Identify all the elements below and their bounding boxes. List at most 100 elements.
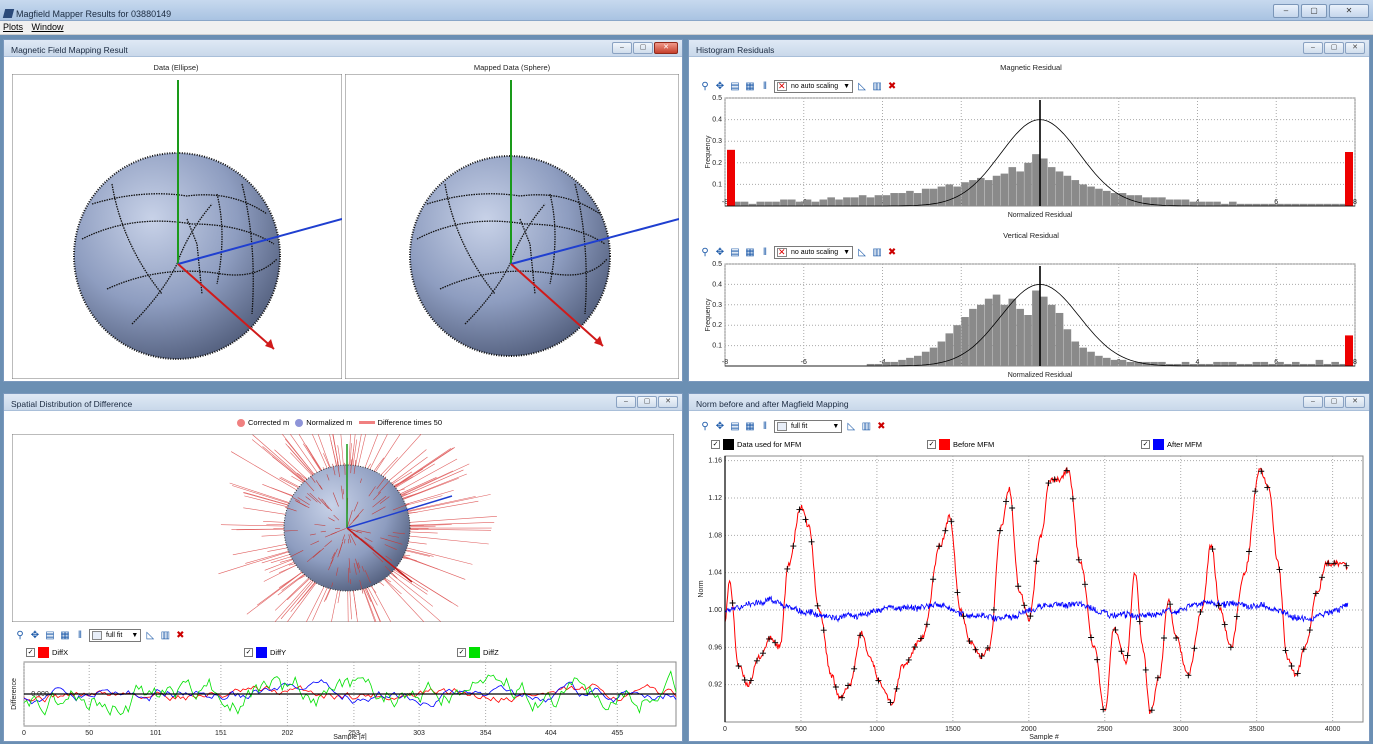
legend-icon[interactable]: ▦ <box>745 80 755 92</box>
difference-chart[interactable]: 0 50 101 151 202 253 303 354 404 455 0.000 Differen… <box>10 660 678 740</box>
data-checkbox[interactable]: ✓ <box>711 440 720 449</box>
hist-bar <box>1197 201 1206 206</box>
columns-icon[interactable]: ‖ <box>762 246 768 258</box>
clear-icon[interactable]: ✖ <box>887 80 897 92</box>
scaling-combo[interactable]: no auto scaling▼ <box>774 245 854 259</box>
zoom-icon[interactable]: ⚲ <box>16 629 24 641</box>
window-minimize-button[interactable]: – <box>1273 4 1299 18</box>
pan-icon[interactable]: ✥ <box>715 420 725 432</box>
spatial-3d-view[interactable] <box>12 434 674 622</box>
close-button[interactable]: ✕ <box>654 42 678 54</box>
ruler-icon[interactable]: ◺ <box>858 80 866 92</box>
columns-icon[interactable]: ‖ <box>762 80 768 92</box>
grid-icon[interactable]: ▤ <box>45 629 55 641</box>
diff-arrow <box>403 521 495 526</box>
minimize-button[interactable]: – <box>612 42 632 54</box>
diffy-checkbox[interactable]: ✓ <box>244 648 253 657</box>
pan-icon[interactable]: ✥ <box>30 629 40 641</box>
hist-bar <box>795 201 804 206</box>
legend-icon[interactable]: ▦ <box>60 629 70 641</box>
sphere-view[interactable] <box>345 74 679 379</box>
grid-icon[interactable]: ▤ <box>730 420 740 432</box>
series-legend-diffz[interactable]: ✓ DiffZ <box>457 647 499 658</box>
pan-icon[interactable]: ✥ <box>715 246 725 258</box>
series-legend-after[interactable]: ✓ After MFM <box>1141 439 1202 450</box>
hist-bar <box>1110 359 1119 366</box>
series-legend-diffy[interactable]: ✓ DiffY <box>244 647 287 658</box>
clear-icon[interactable]: ✖ <box>176 629 185 641</box>
close-button[interactable]: ✕ <box>1345 42 1365 54</box>
z-axis-line <box>346 527 413 583</box>
zoom-icon[interactable]: ⚲ <box>701 80 709 92</box>
clear-icon[interactable]: ✖ <box>887 246 897 258</box>
diff-arrow <box>346 510 353 528</box>
maximize-button[interactable]: ▢ <box>633 42 653 54</box>
window-maximize-button[interactable]: ▢ <box>1301 4 1327 18</box>
fit-combo[interactable]: full fit ▼ <box>774 419 843 433</box>
hist-bar <box>890 361 898 366</box>
hist-bar <box>929 347 938 366</box>
maximize-button[interactable]: ▢ <box>1324 396 1344 408</box>
before-checkbox[interactable]: ✓ <box>927 440 936 449</box>
diffz-checkbox[interactable]: ✓ <box>457 648 466 657</box>
norm-chart[interactable]: 0.92 0.96 1.00 1.04 1.08 1.12 1.16 0 500 1000 1500… <box>695 452 1367 740</box>
pan-icon[interactable]: ✥ <box>715 80 725 92</box>
diff-arrow <box>332 463 336 476</box>
vertical-histogram[interactable]: 0.10.20.30.40.5-8-6-4-202468FrequencyNor… <box>699 260 1359 380</box>
scaling-combo[interactable]: no auto scaling▼ <box>774 79 854 93</box>
legend-icon[interactable]: ▦ <box>745 246 755 258</box>
hist-bar <box>1110 193 1119 206</box>
grid-icon[interactable]: ▤ <box>730 80 740 92</box>
diff-arrow <box>252 434 311 486</box>
diffx-checkbox[interactable]: ✓ <box>26 648 35 657</box>
menu-window[interactable]: Window <box>31 22 64 32</box>
minimize-button[interactable]: – <box>1303 42 1323 54</box>
minimize-button[interactable]: – <box>616 396 636 408</box>
grid-icon[interactable]: ▤ <box>730 246 740 258</box>
diff-arrow <box>284 438 319 480</box>
series-legend-data[interactable]: ✓ Data used for MFM <box>711 439 802 450</box>
clear-icon[interactable]: ✖ <box>877 420 886 432</box>
close-button[interactable]: ✕ <box>1345 396 1365 408</box>
diff-arrow <box>397 477 459 502</box>
corrected-dot <box>237 418 245 427</box>
diff-arrow <box>401 496 476 513</box>
series-legend-diffx[interactable]: ✓ DiffX <box>26 647 69 658</box>
minimize-button[interactable]: – <box>1303 396 1323 408</box>
hist-bar <box>1000 173 1009 206</box>
data-marker <box>1167 601 1174 608</box>
window-close-button[interactable]: ✕ <box>1329 4 1369 18</box>
legend-icon[interactable]: ▦ <box>745 420 755 432</box>
columns-icon[interactable]: ‖ <box>762 420 768 432</box>
hist-bar <box>1315 203 1324 206</box>
maximize-button[interactable]: ▢ <box>1324 42 1344 54</box>
edge-bar-left <box>727 149 735 206</box>
data-marker <box>1318 574 1325 581</box>
legend-corrected: Corrected m <box>248 418 290 427</box>
vertical-toolbar: ⚲ ✥ ▤ ▦ ‖ no auto scaling▼ ◺ ▥ ✖ <box>699 245 898 259</box>
close-button[interactable]: ✕ <box>658 396 678 408</box>
fit-combo[interactable]: full fit ▼ <box>89 628 142 642</box>
series-legend-before[interactable]: ✓ Before MFM <box>927 439 995 450</box>
menu-plots[interactable]: Plots <box>3 22 24 32</box>
columns-icon[interactable]: ‖ <box>77 629 83 641</box>
table-icon[interactable]: ▥ <box>861 420 872 432</box>
diff-arrow <box>352 584 358 622</box>
magnetic-histogram[interactable]: 0.10.20.30.40.5-8-6-4-202468FrequencyNor… <box>699 94 1359 220</box>
zoom-icon[interactable]: ⚲ <box>701 246 709 258</box>
ruler-icon[interactable]: ◺ <box>858 246 866 258</box>
ellipse-view[interactable] <box>12 74 342 379</box>
table-icon[interactable]: ▥ <box>872 80 882 92</box>
hist-bar <box>1173 199 1182 206</box>
table-icon[interactable]: ▥ <box>872 246 882 258</box>
table-icon[interactable]: ▥ <box>160 629 171 641</box>
hist-bar <box>921 351 930 366</box>
diff-arrow <box>280 576 318 620</box>
ruler-icon[interactable]: ◺ <box>146 629 155 641</box>
plot-area <box>724 455 1364 723</box>
zoom-icon[interactable]: ⚲ <box>701 420 709 432</box>
after-checkbox[interactable]: ✓ <box>1141 440 1150 449</box>
ruler-icon[interactable]: ◺ <box>847 420 856 432</box>
diff-arrow <box>356 434 367 473</box>
maximize-button[interactable]: ▢ <box>637 396 657 408</box>
